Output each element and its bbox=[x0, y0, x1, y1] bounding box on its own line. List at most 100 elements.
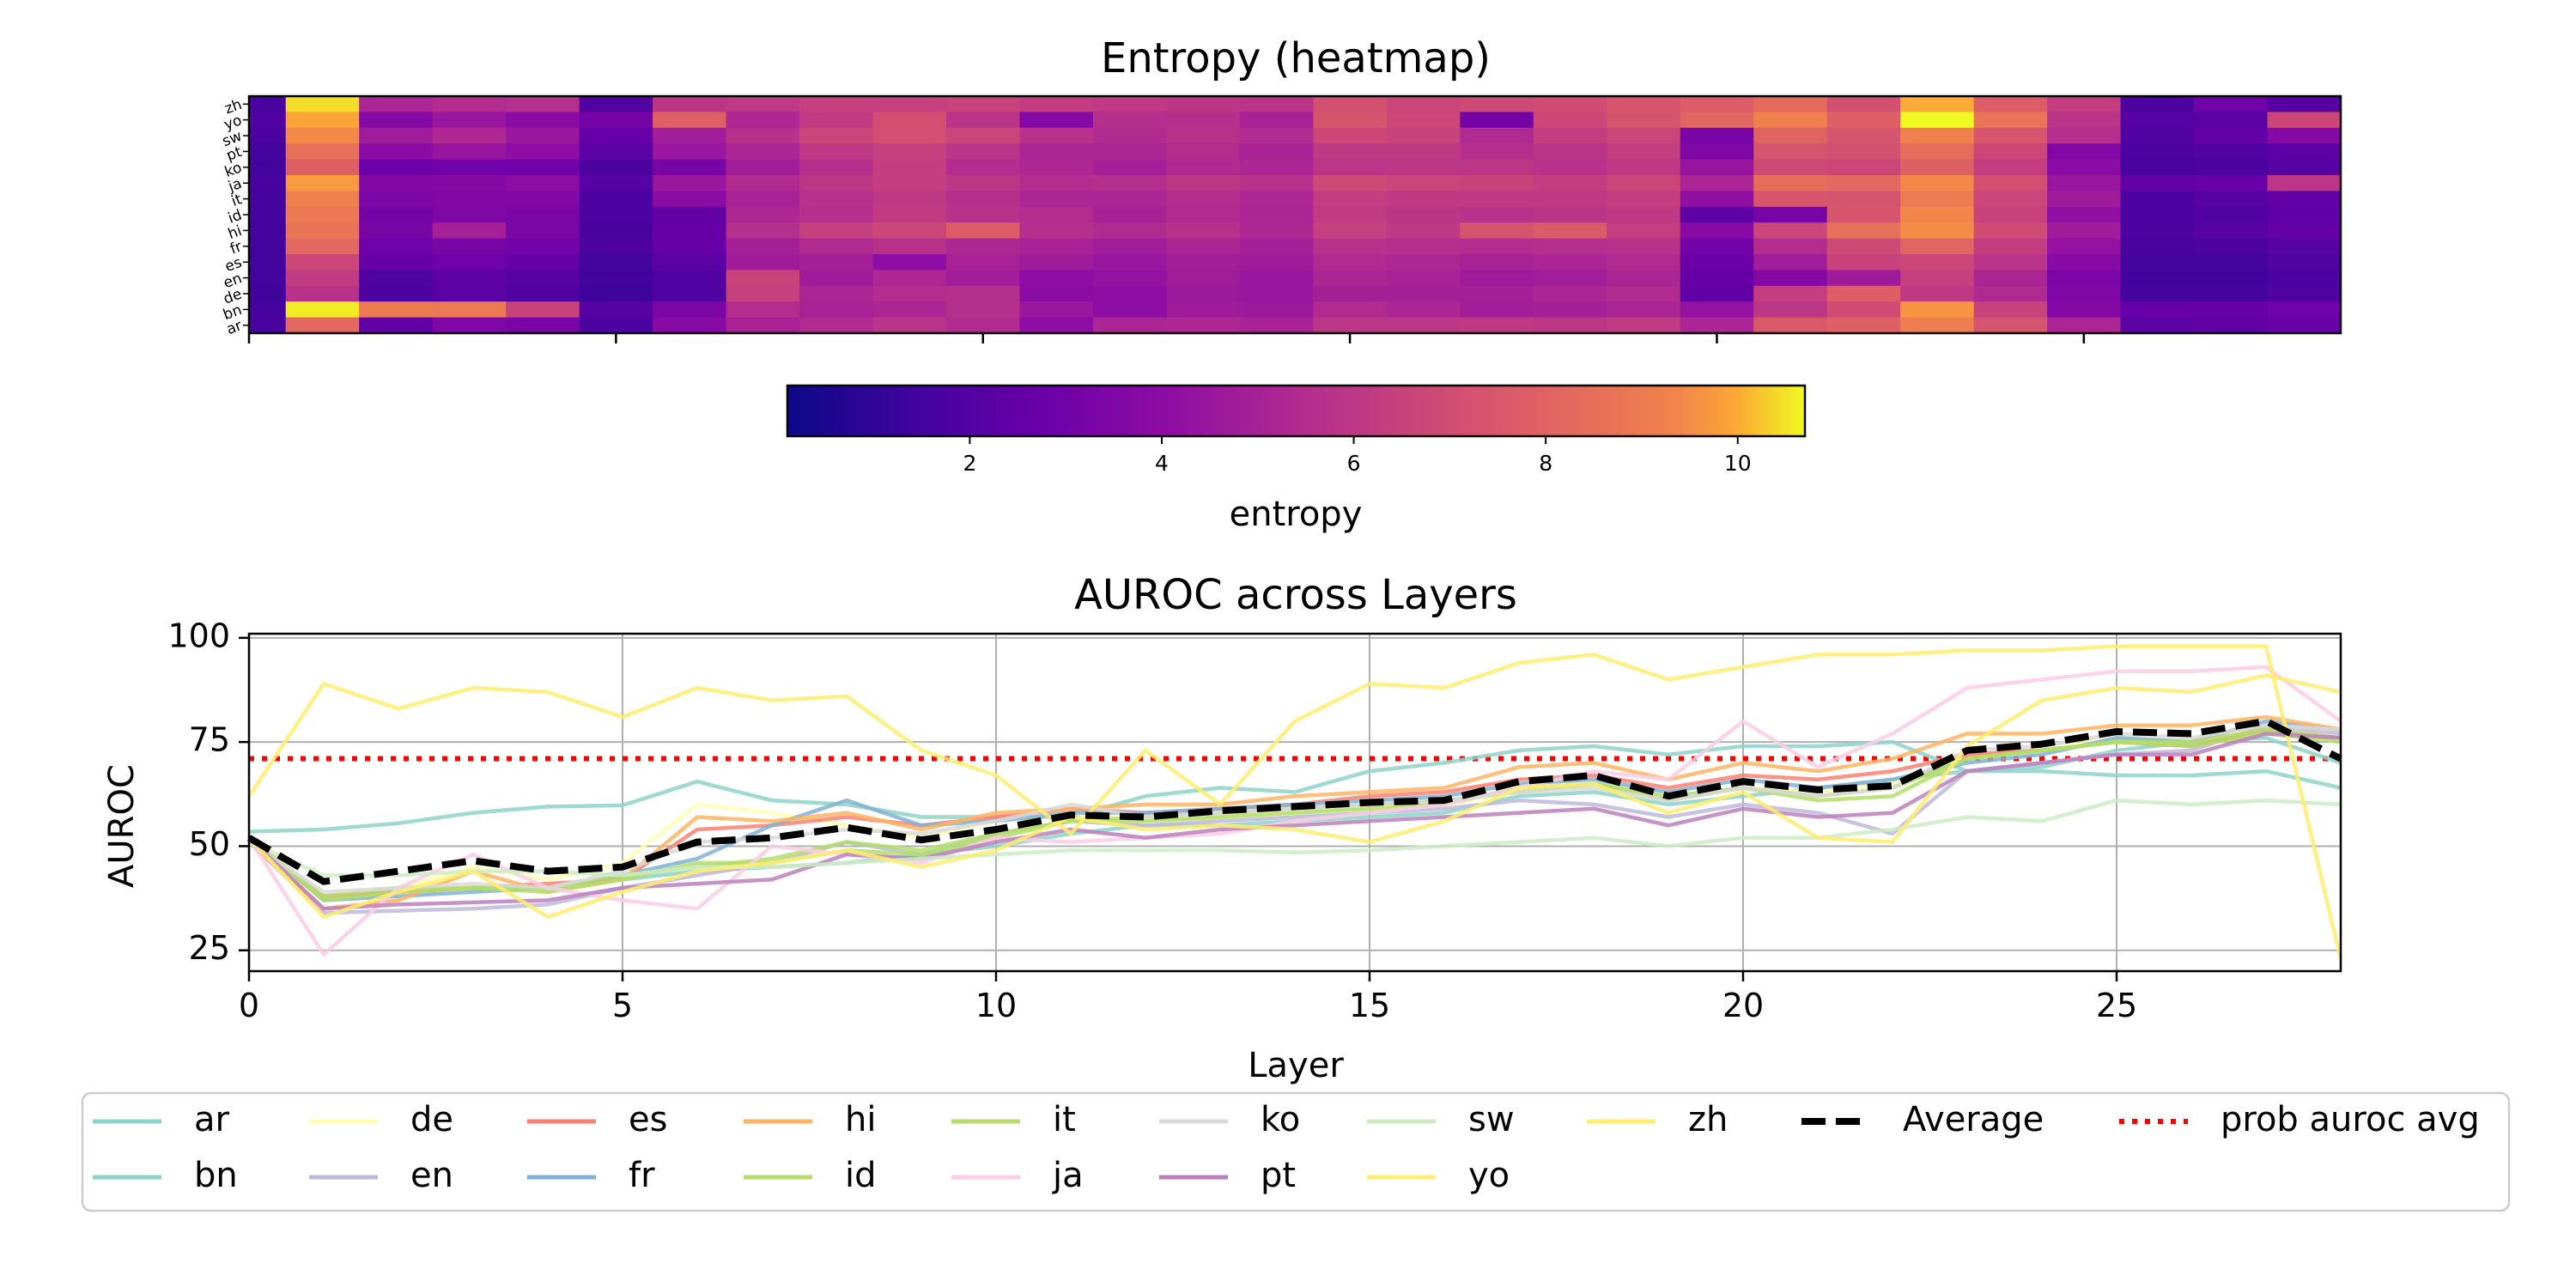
heatmap-cell bbox=[1313, 238, 1388, 255]
heatmap-cell bbox=[249, 127, 287, 144]
legend-label: id bbox=[845, 1156, 877, 1195]
heatmap-cell bbox=[872, 143, 947, 161]
heatmap-cell bbox=[579, 270, 653, 287]
heatmap-cell bbox=[799, 222, 874, 240]
heatmap-cell bbox=[1019, 112, 1094, 129]
heatmap-cell bbox=[1313, 285, 1388, 302]
heatmap-cell bbox=[1533, 254, 1607, 270]
heatmap-cell bbox=[2267, 159, 2342, 176]
heatmap-cell bbox=[1753, 96, 1828, 112]
heatmap-cell bbox=[285, 112, 360, 129]
heatmap-cell bbox=[285, 127, 360, 144]
heatmap-cell bbox=[2267, 191, 2342, 208]
heatmap-cell bbox=[872, 317, 947, 334]
heatmap-cell bbox=[1313, 96, 1388, 112]
heatmap-cell bbox=[1386, 159, 1461, 176]
heatmap-cell bbox=[249, 159, 287, 176]
heatmap-cell bbox=[1460, 270, 1534, 287]
heatmap-cell bbox=[249, 301, 287, 319]
heatmap-cell bbox=[506, 143, 580, 161]
legend-label: sw bbox=[1468, 1100, 1515, 1139]
heatmap-cell bbox=[285, 222, 360, 240]
heatmap-cell bbox=[1826, 270, 1901, 287]
heatmap-cell bbox=[579, 254, 653, 270]
heatmap-cell bbox=[1386, 143, 1461, 161]
heatmap-cell bbox=[1680, 317, 1754, 334]
heatmap-cell bbox=[1019, 159, 1094, 176]
heatmap-cell bbox=[1239, 254, 1314, 270]
line-chart-title: AUROC across Layers bbox=[1074, 571, 1517, 619]
heatmap-cell bbox=[359, 270, 434, 287]
heatmap-cell bbox=[2120, 175, 2195, 191]
heatmap-cell bbox=[946, 254, 1021, 270]
heatmap-cell bbox=[1239, 206, 1314, 223]
heatmap-cell bbox=[726, 159, 800, 176]
line-chart-series bbox=[246, 644, 2343, 959]
heatmap-cell bbox=[946, 206, 1021, 223]
heatmap-cell bbox=[1680, 270, 1754, 287]
heatmap-cell bbox=[1533, 191, 1607, 208]
series-line-yo bbox=[247, 644, 2343, 959]
heatmap-cell bbox=[1019, 285, 1094, 302]
heatmap-cell bbox=[653, 301, 727, 319]
heatmap-cell bbox=[249, 222, 287, 240]
heatmap-cell bbox=[1166, 96, 1241, 112]
heatmap-cell bbox=[799, 175, 874, 191]
heatmap-cell bbox=[1900, 317, 1975, 334]
heatmap-cell bbox=[506, 191, 580, 208]
heatmap-cell bbox=[1386, 285, 1461, 302]
heatmap-cell bbox=[1313, 270, 1388, 287]
heatmap-cell bbox=[1607, 96, 1681, 112]
heatmap-cell bbox=[726, 206, 800, 223]
heatmap-cell bbox=[2194, 222, 2269, 240]
heatmap-cell bbox=[432, 191, 507, 208]
heatmap-cell bbox=[872, 206, 947, 223]
heatmap-cell bbox=[2194, 270, 2269, 287]
x-axis-ticks: 0 5 10 15 20 25 bbox=[239, 971, 2137, 1024]
series-line-it bbox=[247, 727, 2342, 902]
heatmap-cell bbox=[653, 206, 727, 223]
heatmap-cell bbox=[1607, 191, 1681, 208]
legend: ar de es hi it ko sw zh Average prob auroc avg bn e… bbox=[93, 1100, 2480, 1195]
heatmap-cell bbox=[1533, 270, 1607, 287]
x-tick-label: 20 bbox=[1722, 987, 1764, 1024]
heatmap-cell bbox=[1973, 285, 2048, 302]
heatmap-cell bbox=[1092, 254, 1168, 270]
y-tick-label: 25 bbox=[189, 929, 230, 967]
x-tick-label: 0 bbox=[239, 987, 259, 1024]
heatmap-cell bbox=[872, 301, 947, 319]
heatmap-cell bbox=[946, 96, 1021, 112]
heatmap-cell bbox=[726, 96, 800, 112]
heatmap-cell bbox=[249, 191, 287, 208]
heatmap-cell bbox=[726, 238, 800, 255]
heatmap-cell bbox=[946, 112, 1021, 129]
heatmap-cell bbox=[2120, 191, 2195, 208]
legend-label: prob auroc avg bbox=[2221, 1100, 2480, 1139]
x-tick-label: 25 bbox=[2096, 987, 2137, 1024]
heatmap-cell bbox=[1826, 222, 1901, 240]
heatmap-cell bbox=[872, 222, 947, 240]
heatmap-cell bbox=[1166, 127, 1241, 144]
heatmap-cell bbox=[1680, 285, 1754, 302]
heatmap-cell bbox=[653, 191, 727, 208]
heatmap-cell bbox=[2194, 317, 2269, 334]
heatmap-row-label: fr bbox=[228, 238, 244, 258]
heatmap-cell bbox=[579, 143, 653, 161]
heatmap-cell bbox=[1607, 285, 1681, 302]
heatmap-cell bbox=[359, 159, 434, 176]
series-line-pt bbox=[247, 732, 2342, 911]
heatmap-cell bbox=[1019, 143, 1094, 161]
heatmap-cell bbox=[1973, 96, 2048, 112]
heatmap-cell bbox=[2120, 270, 2195, 287]
heatmap-cell bbox=[1973, 206, 2048, 223]
heatmap-cell bbox=[506, 301, 580, 319]
heatmap-cell bbox=[872, 270, 947, 287]
heatmap-cell bbox=[1460, 206, 1534, 223]
heatmap-cell bbox=[1680, 143, 1754, 161]
heatmap-cell bbox=[1166, 112, 1241, 129]
heatmap-cell bbox=[579, 238, 653, 255]
legend-box bbox=[81, 1091, 2511, 1212]
heatmap-cell bbox=[579, 96, 653, 112]
